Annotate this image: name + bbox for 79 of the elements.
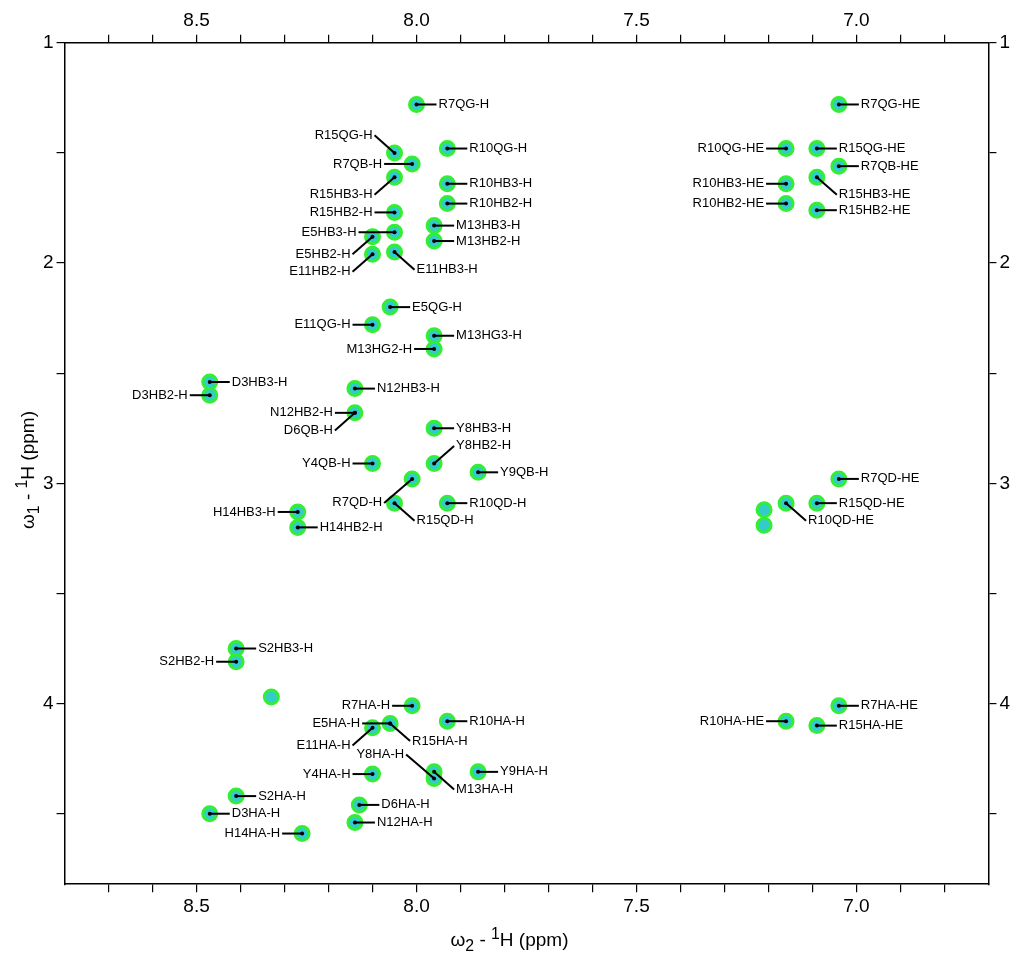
annotation: D6QB-H bbox=[283, 422, 333, 438]
annotation: R15QG-HE bbox=[838, 140, 906, 156]
annotation: R7QB-H bbox=[333, 155, 383, 171]
annotation: R15HA-HE bbox=[838, 717, 904, 733]
annotation: D3HB3-H bbox=[231, 373, 288, 389]
annotation: E11HA-H bbox=[296, 736, 351, 752]
x-tick-label: 7.0 bbox=[843, 894, 870, 916]
annotation: M13HG3-H bbox=[456, 327, 522, 343]
x-tick-label: 8.0 bbox=[403, 894, 430, 916]
annotation: R10HA-H bbox=[469, 712, 525, 728]
annotation: S2HB2-H bbox=[159, 653, 215, 669]
annotation: R7QG-HE bbox=[860, 96, 921, 112]
annotation: E5HB3-H bbox=[301, 223, 357, 239]
annotation: R7QG-H bbox=[438, 96, 490, 112]
annotation: Y8HA-H bbox=[356, 746, 405, 762]
annotation: Y4QB-H bbox=[302, 455, 351, 471]
x-axis-title: ω$_{2}$ - $^{1}$H (ppm) bbox=[449, 925, 570, 956]
x2-tick-label: 7.5 bbox=[623, 8, 650, 30]
annotation: D6HA-H bbox=[381, 796, 430, 812]
annotation: E11QG-H bbox=[294, 316, 351, 332]
annotation: R7QB-HE bbox=[860, 157, 919, 173]
annotation: H14HA-H bbox=[224, 825, 281, 841]
y-tick-label: 4 bbox=[42, 691, 54, 713]
annotation: E11HB3-H bbox=[416, 261, 478, 277]
y2-tick-label: 4 bbox=[999, 691, 1011, 713]
annotation: R15HA-H bbox=[412, 732, 468, 748]
annotation: M13HG2-H bbox=[346, 340, 413, 356]
y2-tick-label: 2 bbox=[999, 251, 1011, 273]
annotation: R15HB2-HE bbox=[838, 201, 911, 217]
annotation: N12HB2-H bbox=[270, 404, 333, 420]
annotation: D3HB2-H bbox=[132, 386, 188, 402]
annotation: S2HB3-H bbox=[258, 640, 314, 656]
annotation: H14HB3-H bbox=[212, 503, 276, 519]
annotation: M13HA-H bbox=[456, 781, 514, 797]
y-tick-label: 2 bbox=[42, 251, 54, 273]
annotation: R7HA-HE bbox=[860, 697, 919, 713]
annotation: R10QG-HE bbox=[697, 140, 765, 156]
y-tick-label: 1 bbox=[42, 31, 54, 53]
x-tick-label: 7.5 bbox=[623, 894, 650, 916]
annotation: R15HB3-HE bbox=[838, 186, 911, 202]
annotation: R10HB2-H bbox=[469, 195, 533, 211]
annotation: M13HB3-H bbox=[456, 217, 521, 233]
y2-tick-label: 3 bbox=[999, 471, 1011, 493]
y2-tick-label: 1 bbox=[999, 31, 1011, 53]
annotation: N12HA-H bbox=[376, 814, 433, 830]
annotation: R15HB2-H bbox=[309, 203, 373, 219]
annotation: R15QD-H bbox=[416, 512, 474, 528]
annotation: Y8HB2-H bbox=[456, 437, 512, 453]
annotation: R7QD-H bbox=[332, 494, 383, 510]
annotation: Y9QB-H bbox=[500, 463, 549, 479]
annotation: Y9HA-H bbox=[500, 763, 548, 779]
annotation: R10QD-HE bbox=[808, 512, 875, 528]
annotation: R7QD-HE bbox=[860, 470, 920, 486]
annotation: E5HA-H bbox=[312, 714, 361, 730]
x-tick-label: 8.5 bbox=[183, 894, 210, 916]
x2-tick-label: 7.0 bbox=[843, 8, 870, 30]
annotation: R7HA-H bbox=[341, 697, 391, 713]
annotation: R15HB3-H bbox=[309, 186, 373, 202]
x2-tick-label: 8.5 bbox=[183, 8, 210, 30]
y-tick-label: 3 bbox=[42, 471, 54, 493]
annotation: Y4HA-H bbox=[302, 765, 351, 781]
x2-tick-label: 8.0 bbox=[403, 8, 430, 30]
annotation: R15QD-HE bbox=[838, 494, 905, 510]
annotation: R10QD-H bbox=[469, 494, 527, 510]
annotation: N12HB3-H bbox=[376, 380, 440, 396]
annotation: R10HB2-HE bbox=[692, 195, 765, 211]
annotation: S2HA-H bbox=[258, 787, 306, 803]
annotation: Y8HB3-H bbox=[456, 419, 512, 435]
annotation: E5QG-H bbox=[412, 298, 462, 314]
annotation: R15QG-H bbox=[314, 126, 373, 142]
annotation: R10HB3-H bbox=[469, 175, 533, 191]
annotation: D3HA-H bbox=[231, 805, 281, 821]
annotation: R10HA-HE bbox=[699, 712, 765, 728]
annotation: E5HB2-H bbox=[295, 245, 351, 261]
annotation: R10HB3-HE bbox=[692, 175, 765, 191]
annotation: E11HB2-H bbox=[289, 263, 351, 279]
annotation: R10QG-H bbox=[469, 140, 528, 156]
annotation: M13HB2-H bbox=[456, 232, 521, 248]
annotation: H14HB2-H bbox=[319, 518, 383, 534]
